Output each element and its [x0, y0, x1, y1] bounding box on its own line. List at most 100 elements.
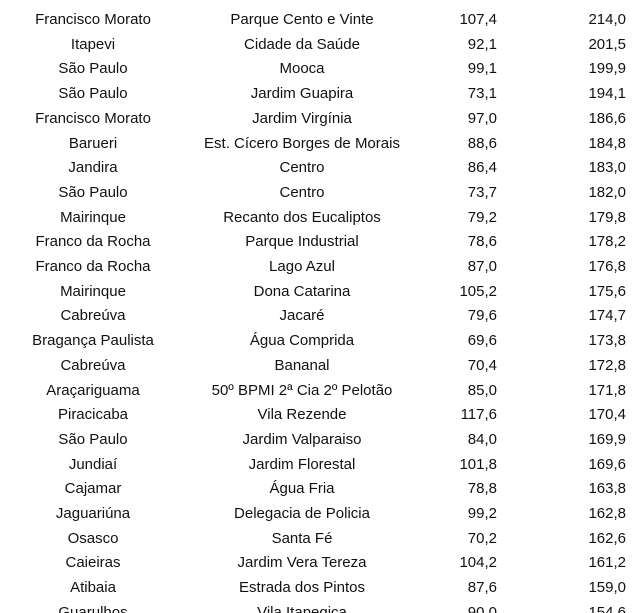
value-a-cell: 99,1	[467, 60, 497, 78]
city-cell: Franco da Rocha	[35, 258, 151, 275]
location-cell: Bananal	[274, 356, 330, 374]
location-cell: Est. Cícero Borges de Morais	[204, 134, 400, 152]
city-cell: Francisco Morato	[35, 11, 151, 28]
value-a-cell: 105,2	[459, 282, 497, 300]
value-a-cell: 70,4	[467, 356, 497, 374]
city-cell: Araçariguama	[46, 381, 140, 399]
value-b-cell: 162,6	[588, 529, 626, 547]
value-b-cell: 162,8	[588, 505, 626, 522]
city-cell: Cabreúva	[60, 356, 126, 374]
location-cell: Jardim Valparaiso	[242, 430, 362, 448]
location-cell: Centro	[279, 159, 325, 177]
value-b-cell: 194,1	[588, 85, 626, 103]
location-cell: Lago Azul	[269, 258, 335, 275]
city-cell: São Paulo	[58, 183, 128, 201]
value-a-cell: 87,0	[467, 258, 497, 275]
value-b-cell: 201,5	[588, 35, 626, 53]
value-a-cell: 117,6	[460, 406, 497, 424]
value-b-cell: 175,6	[588, 282, 626, 300]
value-b-cell: 183,0	[588, 159, 626, 177]
city-cell: Jandira	[68, 159, 118, 177]
location-cell: Água Fria	[269, 480, 335, 498]
value-b-cell: 169,6	[588, 455, 626, 473]
location-cell: Centro	[279, 183, 325, 201]
value-a-cell: 88,6	[467, 134, 497, 152]
city-cell: Atibaia	[70, 579, 116, 597]
value-a-cell: 101,8	[459, 455, 497, 473]
value-b-cell: 182,0	[588, 183, 626, 201]
value-a-cell: 107,4	[459, 11, 497, 28]
value-b-cell: 184,8	[588, 134, 626, 152]
value-a-cell: 69,6	[467, 332, 497, 350]
location-cell: Jardim Virgínia	[252, 109, 352, 127]
value-b-cell: 174,7	[588, 307, 626, 325]
value-a-cell: 86,4	[467, 159, 497, 177]
location-cell: Parque Industrial	[245, 233, 359, 251]
value-b-cell: 171,8	[588, 381, 626, 399]
value-a-cell: 79,6	[467, 307, 497, 325]
city-cell: Jundiaí	[68, 455, 118, 473]
location-cell: Jacaré	[279, 307, 325, 325]
value-a-cell: 73,1	[467, 85, 497, 103]
location-cell: Jardim Florestal	[248, 455, 356, 473]
city-cell: Barueri	[68, 134, 118, 152]
location-cell: Delegacia de Policia	[234, 505, 370, 522]
value-b-cell: 199,9	[588, 60, 626, 78]
location-cell: Jardim Vera Tereza	[237, 554, 367, 572]
city-cell: São Paulo	[58, 60, 128, 78]
value-a-cell: 104,2	[459, 554, 497, 572]
city-cell: Franco da Rocha	[35, 233, 151, 251]
value-a-cell: 84,0	[467, 430, 497, 448]
city-cell: Osasco	[67, 529, 119, 547]
location-cell: Estrada dos Pintos	[239, 579, 365, 597]
city-cell: Cabreúva	[60, 307, 126, 325]
value-b-cell: 186,6	[588, 109, 626, 127]
location-cell: Recanto dos Eucaliptos	[223, 208, 381, 226]
city-cell: Francisco Morato	[35, 109, 151, 127]
value-a-cell: 79,2	[467, 208, 497, 226]
location-cell: Mooca	[279, 60, 325, 78]
city-cell: Guarulhos	[58, 603, 128, 613]
value-b-cell: 172,8	[588, 356, 626, 374]
location-cell: Cidade da Saúde	[244, 35, 360, 53]
value-b-cell: 214,0	[588, 11, 626, 28]
value-a-cell: 99,2	[467, 505, 497, 522]
location-cell: Água Comprida	[249, 332, 355, 350]
value-b-cell: 178,2	[588, 233, 626, 251]
value-a-cell: 78,6	[467, 233, 497, 251]
location-cell: Jardim Guapira	[250, 85, 354, 103]
value-b-cell: 154,6	[588, 603, 626, 613]
value-a-cell: 73,7	[467, 183, 497, 201]
value-b-cell: 170,4	[588, 406, 626, 424]
city-cell: Caieiras	[65, 554, 121, 572]
city-cell: São Paulo	[58, 430, 128, 448]
value-b-cell: 161,2	[588, 554, 626, 572]
city-cell: Jaguariúna	[55, 505, 131, 522]
value-a-cell: 92,1	[467, 35, 497, 53]
city-cell: Itapevi	[70, 35, 116, 53]
city-cell: Bragança Paulista	[32, 332, 154, 350]
value-a-cell: 87,6	[467, 579, 497, 597]
value-a-cell: 70,2	[467, 529, 497, 547]
location-cell: Vila Rezende	[257, 406, 347, 424]
city-cell: Piracicaba	[57, 406, 129, 424]
value-a-cell: 78,8	[467, 480, 497, 498]
city-cell: São Paulo	[58, 85, 128, 103]
location-cell: Vila Itapegica	[257, 603, 347, 613]
value-b-cell: 159,0	[588, 579, 626, 597]
value-b-cell: 169,9	[588, 430, 626, 448]
value-b-cell: 173,8	[588, 332, 626, 350]
value-a-cell: 90,0	[467, 603, 497, 613]
location-cell: 50º BPMI 2ª Cia 2º Pelotão	[211, 381, 393, 399]
value-a-cell: 85,0	[467, 381, 497, 399]
value-b-cell: 163,8	[588, 480, 626, 498]
value-b-cell: 176,8	[588, 258, 626, 275]
location-cell: Parque Cento e Vinte	[230, 11, 374, 28]
location-cell: Dona Catarina	[253, 282, 351, 300]
city-cell: Cajamar	[64, 480, 122, 498]
value-b-cell: 179,8	[588, 208, 626, 226]
city-cell: Mairinque	[60, 208, 126, 226]
value-a-cell: 97,0	[467, 109, 497, 127]
